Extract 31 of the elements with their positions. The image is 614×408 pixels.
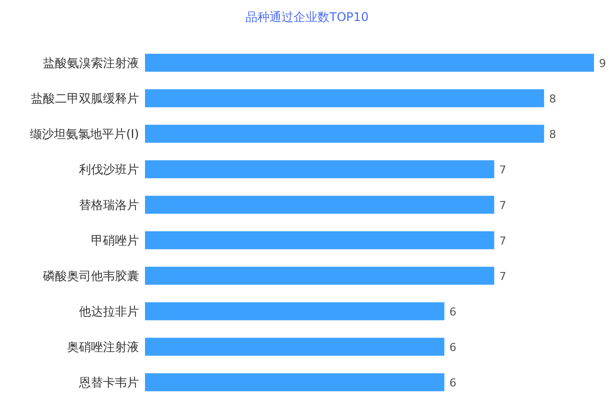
y-tick-label: 奥硝唑注射液 (67, 340, 139, 354)
y-tick-label: 他达拉非片 (79, 304, 139, 318)
bar (145, 89, 544, 108)
data-label: 7 (499, 198, 506, 212)
y-tick-label: 恩替卡韦片 (78, 375, 139, 390)
y-tick-label: 利伐沙班片 (79, 162, 139, 176)
data-label: 6 (449, 376, 456, 390)
data-label: 7 (499, 163, 506, 176)
bar (145, 338, 444, 356)
data-label: 8 (549, 92, 556, 106)
data-label: 7 (499, 234, 506, 248)
data-label: 6 (449, 305, 456, 318)
y-tick-label: 甲硝唑片 (91, 233, 139, 248)
data-label: 9 (599, 56, 606, 70)
bar (145, 124, 544, 143)
data-label: 8 (549, 128, 556, 141)
bar (145, 196, 494, 214)
chart-title: 品种通过企业数TOP10 (245, 10, 369, 24)
bar (145, 302, 444, 320)
bar (145, 160, 494, 178)
y-tick-label: 替格瑞洛片 (79, 198, 139, 212)
y-tick-label: 盐酸二甲双胍缓释片 (31, 91, 139, 106)
bar (145, 373, 444, 392)
data-label: 6 (449, 340, 456, 354)
bar (145, 54, 594, 72)
bar (145, 231, 494, 250)
bar (145, 266, 494, 285)
y-tick-label: 缬沙坦氨氯地平片(Ⅰ) (30, 126, 139, 141)
y-tick-label: 磷酸奥司他韦胶囊 (42, 268, 139, 283)
y-tick-label: 盐酸氨溴索注射液 (43, 56, 139, 70)
data-label: 7 (499, 270, 506, 283)
